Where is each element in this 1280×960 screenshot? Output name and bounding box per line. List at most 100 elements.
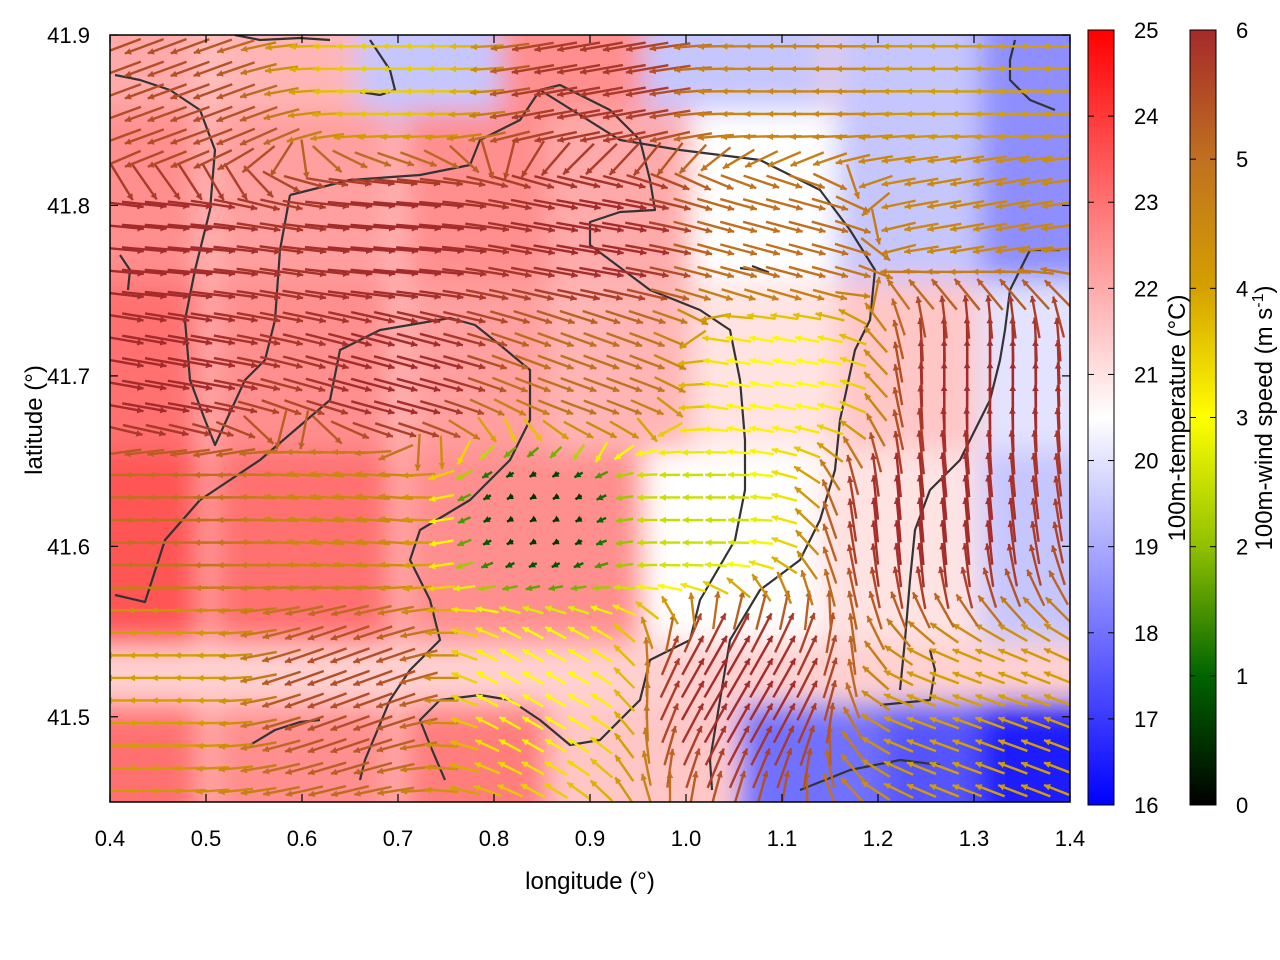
wind-colorbar-label-sup: -1 — [1250, 293, 1267, 307]
wind-vector — [330, 737, 370, 754]
wind-vector — [192, 447, 233, 458]
wind-vector — [929, 671, 960, 685]
wind-vector — [696, 243, 735, 256]
temperature-colorbar: 16 17 18 19 20 21 22 23 24 25 100m-temperature (°… — [1087, 18, 1191, 818]
wind-vector — [375, 647, 416, 664]
wind-vector — [218, 742, 253, 750]
y-tick-label: 41.8 — [47, 193, 90, 218]
wind-vector — [606, 354, 643, 370]
wind-vector — [305, 289, 350, 301]
colorbar-tick-label: 21 — [1134, 362, 1158, 387]
wind-vector — [1051, 545, 1066, 586]
wind-vector — [450, 649, 478, 661]
wind-vector — [789, 288, 825, 301]
wind-vector — [823, 568, 836, 607]
wind-vector — [780, 770, 791, 802]
wind-vector — [704, 448, 728, 456]
wind-vector — [121, 334, 167, 346]
wind-vector — [720, 174, 757, 190]
x-tick-label: 1.3 — [959, 826, 990, 851]
wind-vector — [480, 139, 495, 179]
wind-vector — [906, 783, 937, 798]
wind-vector — [124, 128, 165, 145]
wind-vector — [327, 290, 373, 300]
wind-vector — [660, 635, 680, 676]
wind-vector — [683, 612, 703, 653]
wind-vector — [167, 402, 213, 414]
wind-vector — [703, 657, 728, 699]
wind-vector — [1020, 647, 1051, 663]
wind-vector — [219, 652, 253, 660]
wind-vector — [574, 493, 583, 501]
wind-vector — [110, 37, 142, 52]
wind-colorbar-label: 100m-wind speed (m s-1) — [1250, 286, 1278, 551]
wind-vector — [682, 471, 704, 479]
wind-vector — [549, 445, 563, 459]
wind-vector — [428, 562, 455, 570]
wind-vector — [583, 331, 620, 348]
coastline-contour — [1008, 39, 1056, 112]
wind-vector — [845, 454, 860, 496]
wind-vector — [994, 268, 1031, 275]
wind-vector — [574, 538, 583, 546]
wind-vector — [868, 432, 883, 473]
wind-vector — [749, 538, 774, 546]
wind-vector — [927, 200, 962, 210]
wind-vector — [110, 149, 142, 166]
wind-vector — [952, 716, 983, 730]
wind-vector — [498, 670, 522, 685]
wind-vector — [307, 715, 347, 732]
wind-vector — [442, 332, 486, 347]
wind-vector — [614, 471, 634, 479]
wind-vector — [470, 43, 504, 51]
wind-vector — [110, 381, 144, 391]
wind-vector — [269, 141, 294, 177]
wind-vector — [551, 470, 560, 478]
wind-vector — [650, 288, 690, 302]
wind-vector — [307, 604, 347, 617]
wind-vector — [556, 86, 601, 98]
wind-vector — [635, 600, 660, 620]
wind-vector — [193, 83, 233, 100]
wind-vector — [839, 379, 867, 390]
wind-vector — [845, 164, 860, 200]
wind-vector — [330, 714, 370, 732]
wind-vector — [451, 606, 478, 614]
wind-vector — [502, 584, 518, 592]
wind-vector — [648, 243, 692, 256]
wind-vector — [239, 84, 278, 99]
wind-vector — [419, 377, 464, 393]
wind-vector — [883, 738, 914, 753]
wind-vector — [835, 291, 871, 300]
wind-vector — [697, 265, 735, 279]
wind-vector — [614, 754, 635, 782]
wind-vector — [772, 680, 797, 721]
wind-vector — [147, 60, 188, 78]
wind-vector — [774, 725, 795, 766]
wind-vector — [975, 739, 1005, 753]
wind-vector — [589, 757, 614, 779]
wind-vector — [423, 149, 460, 169]
wind-vector — [240, 673, 277, 684]
wind-vector — [424, 741, 459, 749]
wind-vector — [121, 312, 167, 323]
wind-vector — [121, 402, 167, 414]
wind-vector — [567, 737, 590, 754]
wind-vector — [728, 494, 750, 501]
wind-vector — [870, 453, 880, 497]
wind-vector — [261, 648, 301, 663]
wind-vector — [749, 657, 774, 699]
wind-vector — [190, 312, 236, 323]
wind-vector — [749, 635, 774, 676]
wind-vector — [298, 410, 310, 450]
wind-vector — [428, 493, 455, 503]
wind-vector — [1021, 278, 1051, 310]
wind-vector — [728, 516, 750, 524]
wind-vector — [467, 376, 507, 393]
wind-vector — [602, 86, 646, 98]
wind-vector — [427, 469, 455, 481]
wind-vector — [483, 516, 492, 524]
wind-vector — [703, 680, 728, 721]
wind-vector — [475, 716, 499, 730]
wind-vector — [353, 715, 393, 732]
